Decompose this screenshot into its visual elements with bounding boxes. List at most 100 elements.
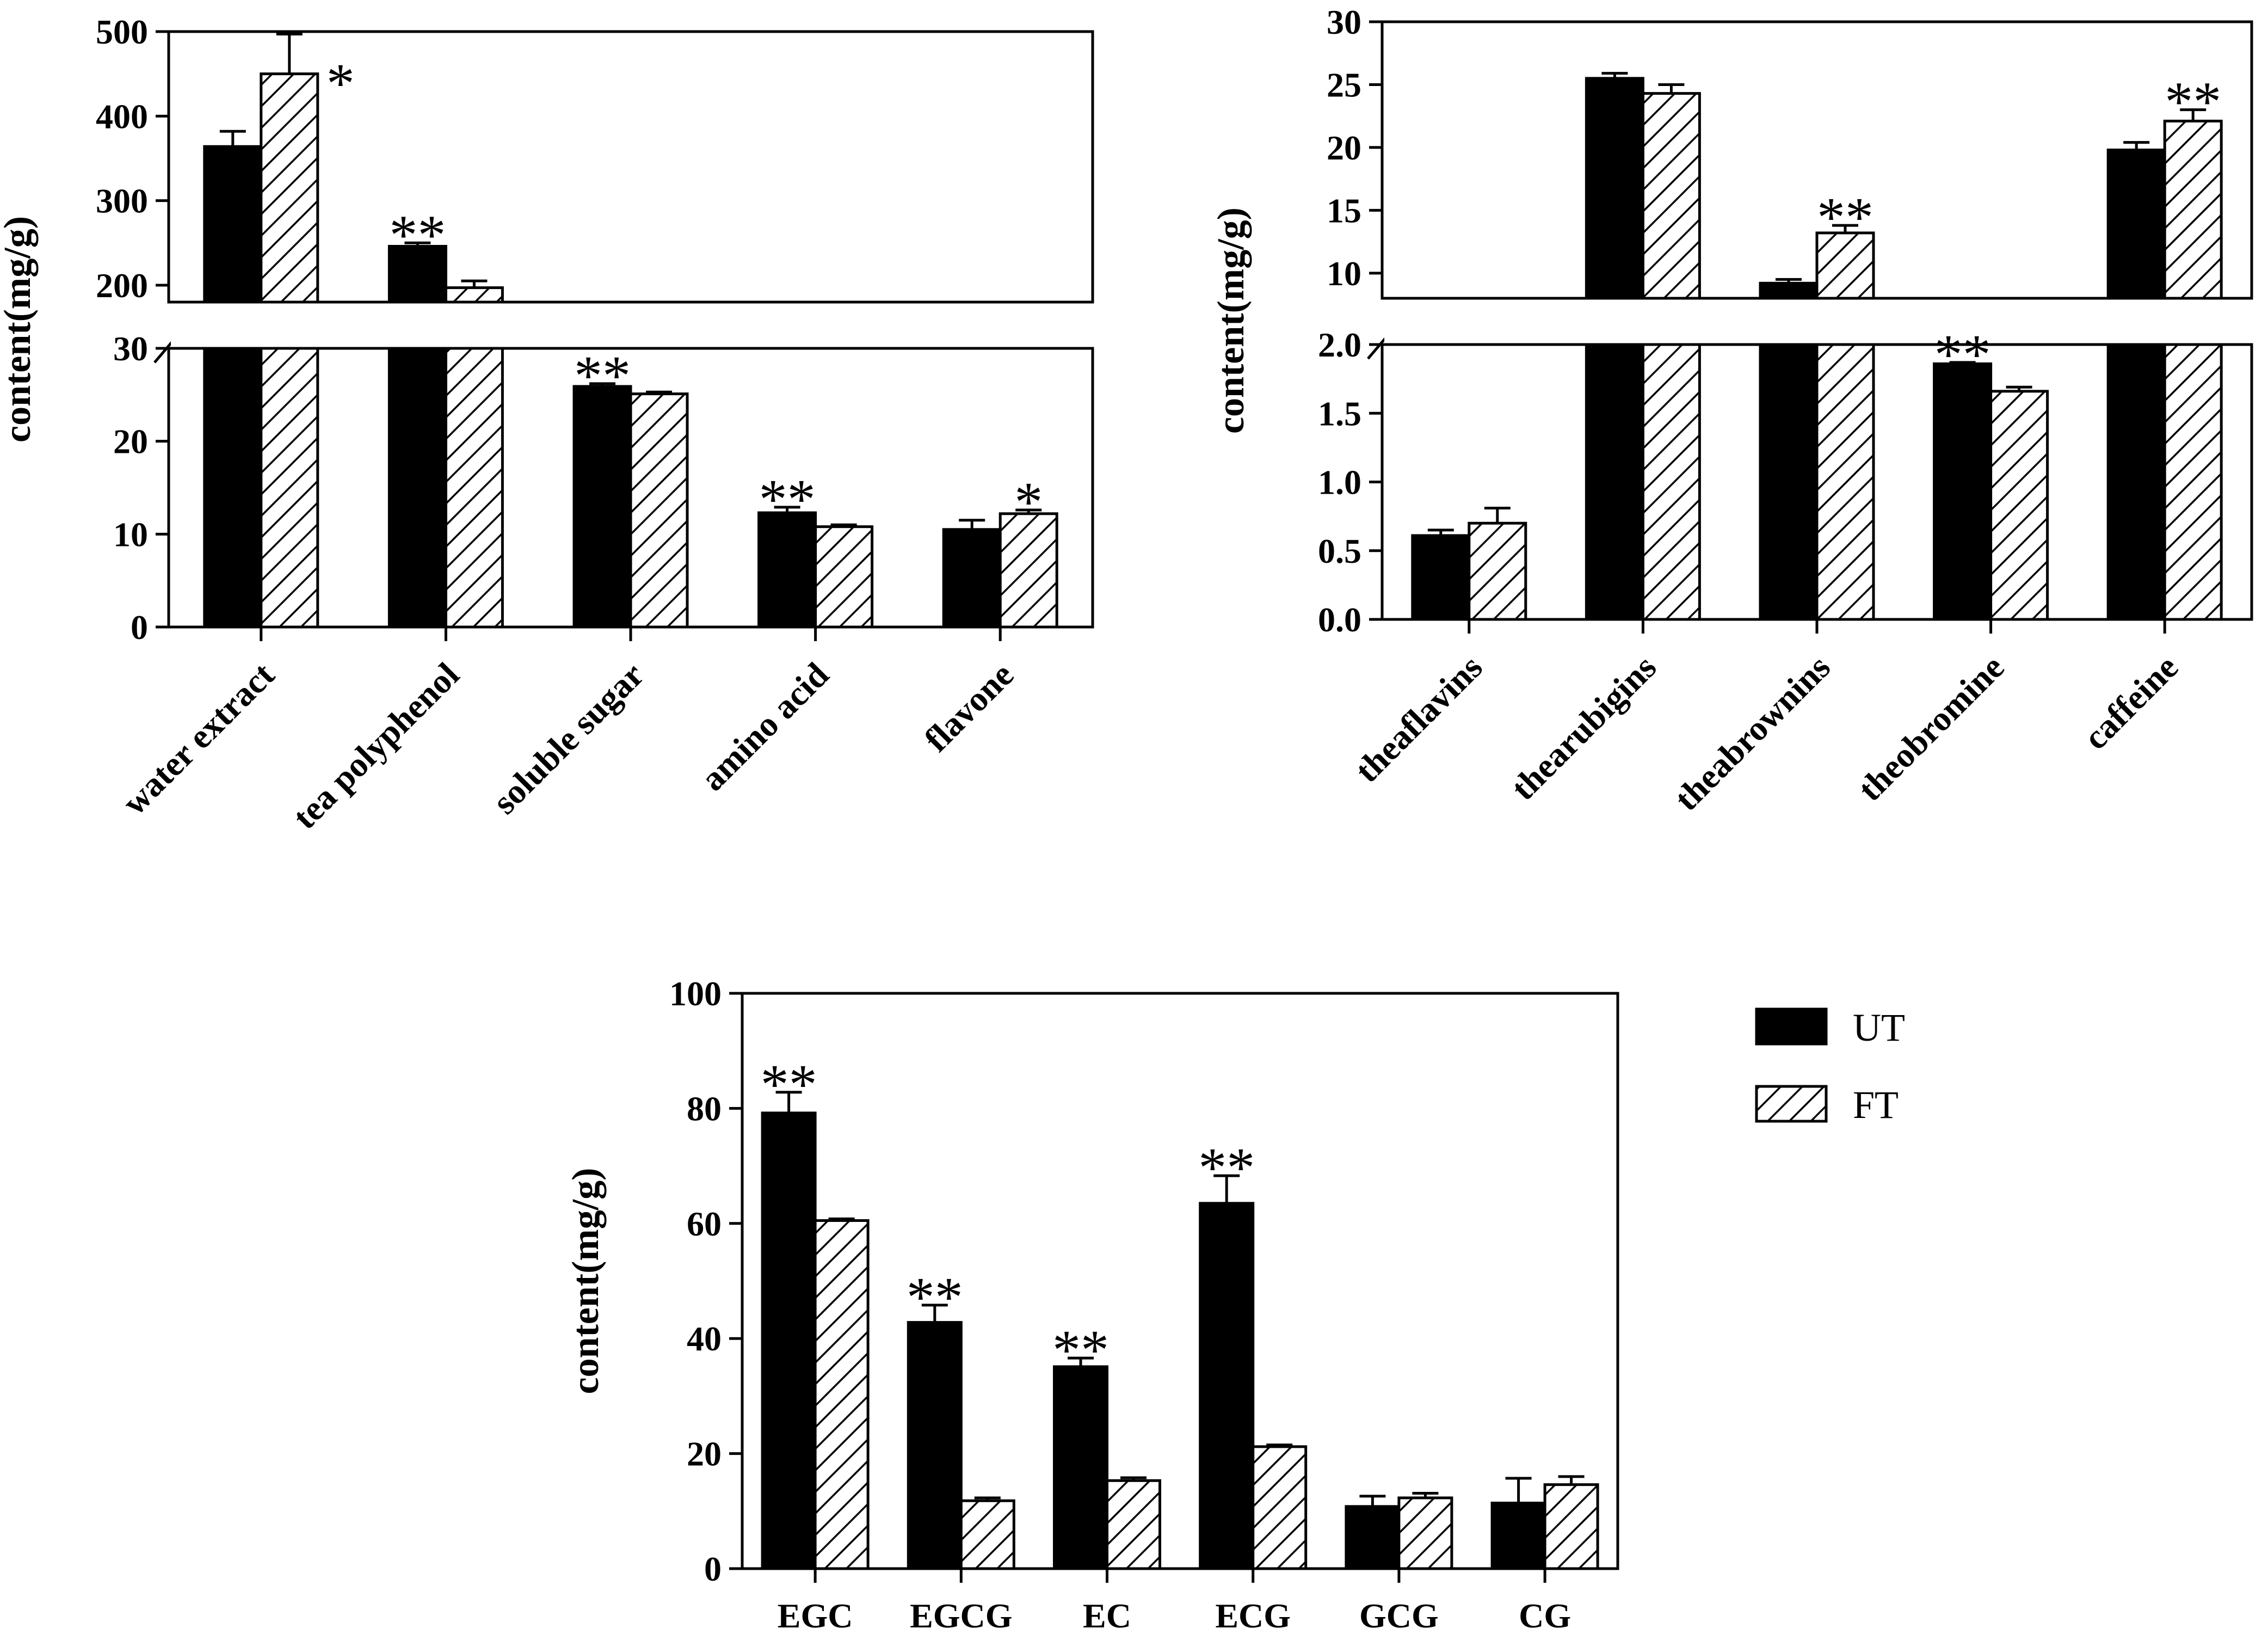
x-label-egcg: EGCG bbox=[910, 1596, 1012, 1635]
plot-frame-upper bbox=[167, 30, 1094, 304]
bar-ut-egcg bbox=[907, 1321, 963, 1570]
bar-ut-tea-polyphenol bbox=[387, 244, 447, 304]
bar-ft-thearubigins bbox=[1641, 92, 1701, 300]
axis-break-gap bbox=[1384, 300, 2249, 343]
axis-break-gap bbox=[171, 304, 1090, 347]
bar-ft-ec bbox=[1106, 1479, 1161, 1570]
bar-ut-theobromine bbox=[1933, 362, 1993, 621]
y-tick-label: 15 bbox=[1327, 191, 1361, 230]
legend-label-ut: UT bbox=[1853, 1006, 1905, 1049]
bar-ft-tea-polyphenol bbox=[444, 286, 504, 304]
y-tick-label: 2.0 bbox=[1318, 325, 1361, 364]
bar-ft-gcg bbox=[1397, 1496, 1453, 1570]
x-label-ec: EC bbox=[1083, 1596, 1131, 1635]
x-label-cg: CG bbox=[1519, 1596, 1571, 1635]
bar-ft-tea-polyphenol-lower bbox=[444, 347, 504, 629]
bar-ut-gcg bbox=[1345, 1505, 1401, 1570]
axis-break-mark bbox=[153, 340, 174, 364]
significance-soluble-sugar: ** bbox=[574, 345, 631, 407]
x-label-caffeine: caffeine bbox=[2076, 648, 2185, 757]
bar-ut-tea-polyphenol-lower bbox=[387, 347, 447, 629]
bar-ft-water-extract-lower bbox=[260, 347, 319, 629]
legend-swatch-ft bbox=[1755, 1085, 1828, 1123]
chart-catechins: 0 20 40 60 80 100 content(mg/g) EGC EGCG EC ECG GCG… bbox=[565, 974, 1619, 1635]
bar-ut-soluble-sugar bbox=[572, 385, 632, 629]
axis-break-mark bbox=[1367, 336, 1388, 360]
bar-ft-egc bbox=[813, 1219, 870, 1570]
bar-ft-caffeine-lower bbox=[2163, 343, 2223, 621]
significance-ec: ** bbox=[1052, 1319, 1109, 1381]
bar-ut-theabrownins-lower bbox=[1759, 343, 1819, 621]
bar-ft-water-extract bbox=[260, 72, 319, 304]
bar-ft-soluble-sugar bbox=[629, 392, 689, 629]
y-tick-label: 20 bbox=[687, 1435, 722, 1473]
bar-ut-ecg bbox=[1199, 1202, 1255, 1570]
significance-egcg: ** bbox=[907, 1266, 963, 1329]
bar-ut-water-extract bbox=[203, 145, 263, 304]
x-label-flavone: flavone bbox=[917, 655, 1021, 759]
bar-ft-theobromine bbox=[1989, 390, 2049, 621]
y-tick-label: 20 bbox=[1327, 128, 1361, 167]
significance-theobromine: ** bbox=[1934, 323, 1991, 386]
significance-caffeine: ** bbox=[2165, 71, 2221, 133]
y-tick-label: 80 bbox=[687, 1089, 722, 1128]
bar-ut-caffeine bbox=[2106, 149, 2166, 300]
y-tick-label: 10 bbox=[1327, 254, 1361, 293]
chart-water-extract-group: 0 10 20 30 200 300 400 500 content(mg/g) water ex… bbox=[0, 13, 1094, 837]
bar-ft-theaflavins bbox=[1468, 521, 1527, 621]
legend-swatch-ut bbox=[1755, 1007, 1828, 1046]
y-axis-title: content(mg/g) bbox=[565, 1167, 607, 1394]
y-tick-label: 1.0 bbox=[1318, 463, 1361, 502]
x-label-tea-polyphenol: tea polyphenol bbox=[285, 655, 466, 837]
legend-label-ft: FT bbox=[1853, 1083, 1899, 1127]
bar-ft-amino-acid bbox=[814, 525, 874, 629]
significance-flavone: * bbox=[1014, 471, 1043, 533]
x-label-amino-acid: amino acid bbox=[693, 655, 836, 798]
y-axis-title: content(mg/g) bbox=[0, 216, 39, 443]
x-label-theaflavins: theaflavins bbox=[1347, 648, 1489, 790]
bar-ut-ec bbox=[1053, 1365, 1108, 1570]
x-label-ecg: ECG bbox=[1215, 1596, 1291, 1635]
x-label-egc: EGC bbox=[778, 1596, 853, 1635]
significance-water-extract: * bbox=[326, 52, 355, 115]
bar-ut-egc bbox=[761, 1111, 817, 1570]
bar-ut-theaflavins bbox=[1411, 534, 1471, 621]
x-label-theabrownins: theabrownins bbox=[1667, 648, 1837, 818]
y-tick-label: 500 bbox=[96, 13, 148, 51]
x-label-thearubigins: thearubigins bbox=[1503, 648, 1663, 808]
y-tick-label: 0 bbox=[704, 1550, 722, 1588]
plot-frame bbox=[741, 992, 1619, 1570]
significance-ecg: ** bbox=[1198, 1136, 1255, 1199]
y-tick-label: 0.5 bbox=[1318, 532, 1361, 570]
x-label-gcg: GCG bbox=[1359, 1596, 1439, 1635]
significance-theabrownins: ** bbox=[1817, 186, 1873, 249]
bar-ft-flavone bbox=[999, 512, 1058, 629]
bar-ft-theabrownins bbox=[1815, 231, 1875, 300]
bar-ut-thearubigins-lower bbox=[1585, 343, 1644, 621]
y-tick-label: 300 bbox=[96, 182, 148, 220]
x-label-water-extract: water extract bbox=[115, 655, 282, 822]
y-tick-label: 0 bbox=[131, 608, 148, 647]
chart-pigments-alkaloids: 0.0 0.5 1.0 1.5 2.0 10 15 20 25 30 content(mg/g) th… bbox=[1210, 3, 2253, 818]
y-tick-label: 30 bbox=[113, 329, 148, 368]
significance-amino-acid: ** bbox=[759, 468, 816, 531]
y-axis-title: content(mg/g) bbox=[1210, 207, 1252, 434]
bar-ft-cg bbox=[1543, 1483, 1599, 1570]
significance-egc: ** bbox=[761, 1053, 817, 1116]
legend: UT FT bbox=[1755, 1006, 1905, 1127]
x-label-theobromine: theobromine bbox=[1851, 648, 2012, 809]
bar-ut-thearubigins bbox=[1585, 77, 1644, 300]
y-tick-label: 40 bbox=[687, 1319, 722, 1358]
y-tick-label: 100 bbox=[669, 974, 722, 1013]
y-tick-label: 10 bbox=[113, 515, 148, 554]
bar-ut-water-extract-lower bbox=[203, 347, 263, 629]
bar-ut-theabrownins bbox=[1759, 281, 1819, 300]
bar-ut-flavone bbox=[942, 528, 1002, 629]
y-tick-label: 1.5 bbox=[1318, 394, 1361, 433]
y-tick-label: 60 bbox=[687, 1204, 722, 1243]
bar-ut-cg bbox=[1490, 1502, 1546, 1570]
y-tick-label: 20 bbox=[113, 422, 148, 461]
y-tick-label: 30 bbox=[1327, 3, 1361, 41]
y-tick-label: 400 bbox=[96, 97, 148, 136]
